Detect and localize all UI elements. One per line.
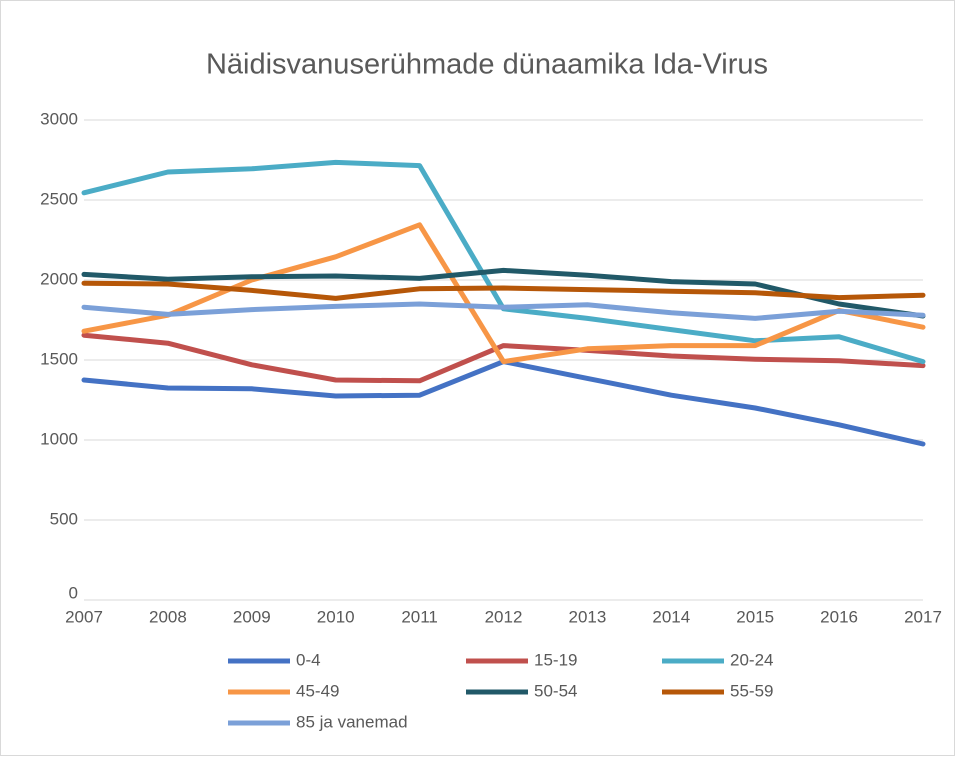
y-tick-label: 3000 xyxy=(40,109,78,128)
legend-label: 50-54 xyxy=(534,681,577,700)
x-tick-label: 2014 xyxy=(652,607,690,626)
x-tick-label: 2013 xyxy=(568,607,606,626)
x-tick-label: 2017 xyxy=(904,607,942,626)
y-tick-label: 1000 xyxy=(40,429,78,448)
legend-label: 85 ja vanemad xyxy=(296,712,408,731)
x-tick-label: 2015 xyxy=(736,607,774,626)
series-line xyxy=(81,332,926,384)
legend-label: 20-24 xyxy=(730,650,773,669)
legend-label: 15-19 xyxy=(534,650,577,669)
series-line xyxy=(81,280,926,301)
x-tick-label: 2009 xyxy=(233,607,271,626)
x-tick-label: 2016 xyxy=(820,607,858,626)
series-line xyxy=(81,222,926,365)
y-tick-label: 2500 xyxy=(40,189,78,208)
legend-label: 55-59 xyxy=(730,681,773,700)
x-tick-label: 2010 xyxy=(317,607,355,626)
series-line xyxy=(81,301,926,321)
x-tick-label: 2011 xyxy=(401,607,438,626)
chart-title: Näidisvanuserühmade dünaamika Ida-Virus xyxy=(206,49,768,81)
x-tick-label: 2012 xyxy=(485,607,523,626)
y-tick-label: 1500 xyxy=(40,349,78,368)
y-tick-label: 0 xyxy=(69,583,78,602)
y-tick-label: 500 xyxy=(50,509,78,528)
legend-label: 45-49 xyxy=(296,681,339,700)
y-tick-label: 2000 xyxy=(40,269,78,288)
legend-label: 0-4 xyxy=(296,650,321,669)
series-line xyxy=(81,267,926,319)
x-tick-label: 2008 xyxy=(149,607,187,626)
x-tick-label: 2007 xyxy=(65,607,103,626)
